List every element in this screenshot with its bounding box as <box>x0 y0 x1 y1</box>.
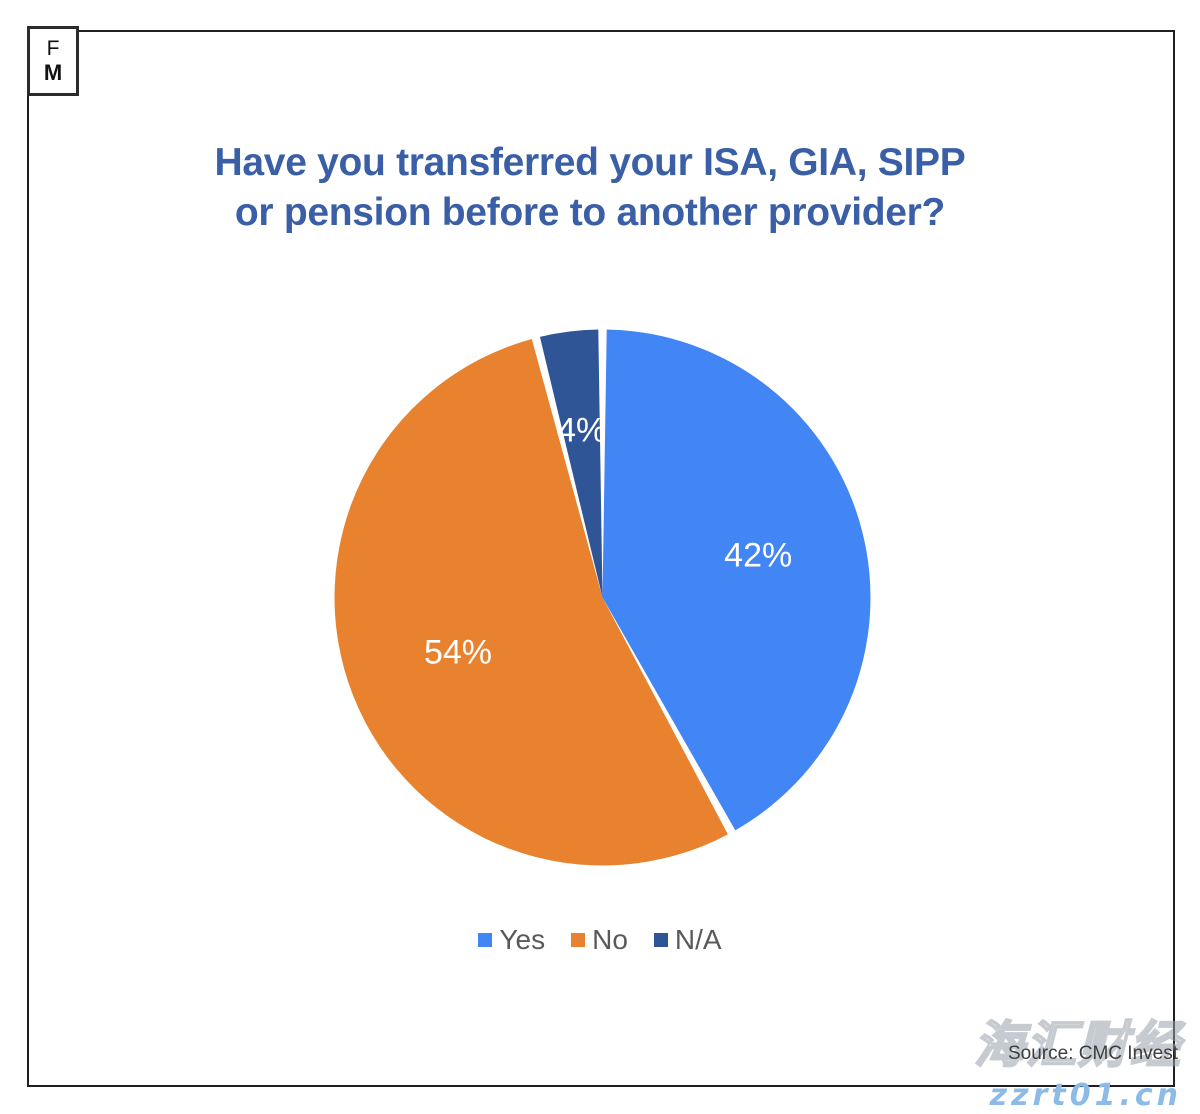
chart-title-line-2: or pension before to another provider? <box>234 191 946 234</box>
watermark-url: zzrt01.cn <box>989 1078 1182 1113</box>
chart-legend: Yes No N/A <box>0 925 1200 955</box>
pie-slice-yes[interactable] <box>602 329 871 831</box>
legend-label-na: N/A <box>674 924 722 955</box>
pie-slice-na[interactable] <box>539 329 603 598</box>
chart-title: Have you transferred your ISA, GIA, SIPP… <box>90 138 1090 238</box>
source-note: Source: CMC Invest <box>1008 1043 1178 1064</box>
pie-label-no: 54% <box>424 634 492 672</box>
pie-label-group: 42% 54% 4% <box>424 412 792 672</box>
pie-slice-group <box>334 329 871 866</box>
legend-label-yes: Yes <box>499 924 546 955</box>
pie-slice-no[interactable] <box>334 339 728 866</box>
legend-label-no: No <box>592 924 628 955</box>
legend-swatch-no <box>571 933 586 947</box>
pie-chart-svg: 42% 54% 4% <box>334 329 871 866</box>
pie-label-yes: 42% <box>724 536 792 574</box>
legend-item-na[interactable]: N/A <box>653 924 722 955</box>
fm-logo: F M <box>27 26 79 96</box>
fm-logo-line-1: F <box>46 37 60 60</box>
pie-chart: 42% 54% 4% <box>330 325 875 870</box>
legend-item-no[interactable]: No <box>571 925 628 955</box>
legend-item-yes[interactable]: Yes <box>478 925 545 955</box>
chart-title-line-1: Have you transferred your ISA, GIA, SIPP <box>214 141 966 184</box>
fm-logo-line-2: M <box>43 60 63 85</box>
legend-swatch-yes <box>478 933 493 947</box>
pie-label-na: 4% <box>557 412 606 450</box>
legend-swatch-na <box>653 933 668 947</box>
